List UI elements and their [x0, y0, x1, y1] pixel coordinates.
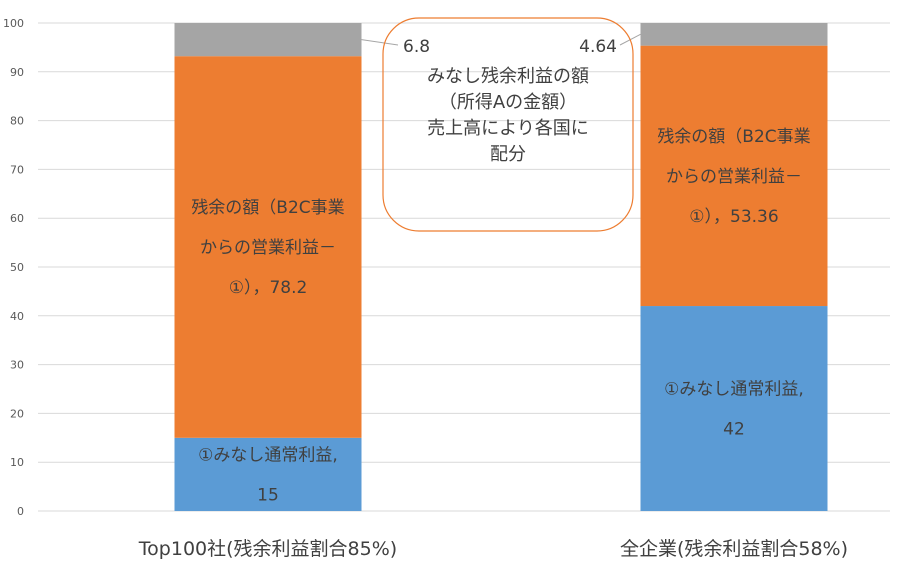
- y-tick-label: 40: [10, 310, 24, 323]
- data-label: ①みなし通常利益,: [198, 445, 338, 465]
- data-label: 残余の額（B2C事業: [657, 127, 810, 147]
- data-label: 残余の額（B2C事業: [191, 198, 344, 218]
- data-label: からの営業利益－: [200, 238, 336, 258]
- data-label: からの営業利益－: [666, 167, 802, 187]
- y-tick-label: 20: [10, 407, 24, 420]
- annotation-text: （所得Aの金額）: [439, 92, 577, 113]
- leader-line: [361, 39, 399, 46]
- y-tick-label: 30: [10, 359, 24, 372]
- y-tick-label: 60: [10, 212, 24, 225]
- y-tick-label: 90: [10, 66, 24, 79]
- annotation-text: みなし残余利益の額: [427, 66, 589, 87]
- y-tick-label: 70: [10, 163, 24, 176]
- bar-segment: [174, 56, 362, 438]
- data-label: 4.64: [579, 37, 617, 57]
- data-label: ①みなし通常利益,: [664, 380, 804, 400]
- category-label: 全企業(残余利益割合58%): [620, 538, 848, 560]
- y-tick-label: 80: [10, 115, 24, 128]
- bar-segment: [640, 45, 828, 307]
- category-label: Top100社(残余利益割合85%): [138, 538, 397, 560]
- y-tick-label: 0: [17, 505, 24, 518]
- bar-segment: [640, 23, 828, 46]
- bar-segment: [174, 23, 362, 57]
- bar-segment: [640, 306, 828, 511]
- y-tick-label: 50: [10, 261, 24, 274]
- data-label: ①），53.36: [689, 207, 778, 227]
- data-label: 6.8: [403, 37, 430, 57]
- y-tick-label: 10: [10, 456, 24, 469]
- annotation-box: [382, 17, 634, 232]
- annotation-text: 配分: [490, 144, 526, 165]
- data-label: 15: [257, 485, 279, 505]
- y-tick-label: 100: [3, 17, 24, 30]
- data-label: 42: [723, 420, 745, 440]
- annotation-text: 売上高により各国に: [427, 118, 589, 139]
- data-label: ①），78.2: [229, 278, 308, 298]
- bar-segment: [174, 437, 362, 511]
